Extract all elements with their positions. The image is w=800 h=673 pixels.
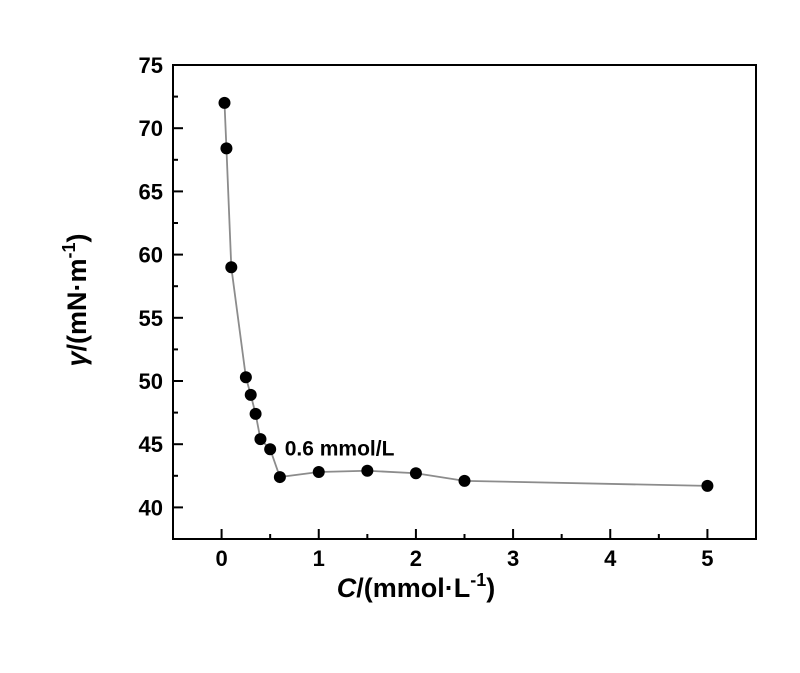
data-point bbox=[409, 467, 422, 480]
data-point bbox=[701, 479, 714, 492]
y-axis-tick-label: 60 bbox=[139, 243, 163, 268]
unit-part: /(mmol·L bbox=[356, 573, 470, 603]
cmc-annotation: 0.6 mmol/L bbox=[285, 438, 395, 461]
y-axis-tick-label: 55 bbox=[139, 306, 163, 331]
symbol-part: C bbox=[337, 573, 357, 603]
x-axis-tick-label: 0 bbox=[215, 546, 227, 571]
unit-part: /(mN·m bbox=[62, 258, 92, 351]
y-axis-tick-label: 75 bbox=[139, 53, 163, 78]
data-point bbox=[312, 466, 325, 479]
plot-frame bbox=[172, 64, 757, 540]
x-axis-tick-label: 4 bbox=[604, 546, 617, 571]
y-axis-tick-label: 50 bbox=[139, 369, 163, 394]
data-line bbox=[223, 102, 708, 487]
data-point bbox=[244, 388, 257, 401]
x-axis-tick-label: 5 bbox=[701, 546, 713, 571]
y-axis-tick-label: 65 bbox=[139, 179, 163, 204]
exponent-part: -1 bbox=[470, 570, 486, 590]
symbol-part: γ bbox=[62, 350, 92, 367]
y-axis-tick-label: 70 bbox=[139, 116, 163, 141]
x-axis-tick-label: 2 bbox=[410, 546, 422, 571]
data-point bbox=[458, 474, 471, 487]
exponent-part: -1 bbox=[59, 242, 79, 258]
data-point bbox=[225, 261, 238, 274]
data-point bbox=[218, 96, 231, 109]
unit-part: ) bbox=[486, 573, 495, 603]
x-axis-label: C/(mmol·L-1) bbox=[337, 570, 496, 603]
data-point bbox=[239, 371, 252, 384]
y-axis-label: γ/(mN·m-1) bbox=[59, 233, 92, 366]
data-point bbox=[264, 443, 277, 456]
x-axis-tick-label: 3 bbox=[507, 546, 519, 571]
y-axis-tick-label: 45 bbox=[139, 432, 163, 457]
data-point bbox=[220, 142, 233, 155]
data-point bbox=[249, 407, 262, 420]
data-point bbox=[254, 433, 267, 446]
unit-part: ) bbox=[62, 233, 92, 242]
data-point bbox=[361, 464, 374, 477]
y-axis-tick-label: 40 bbox=[139, 495, 163, 520]
data-point bbox=[273, 471, 286, 484]
x-axis-tick-label: 1 bbox=[313, 546, 325, 571]
